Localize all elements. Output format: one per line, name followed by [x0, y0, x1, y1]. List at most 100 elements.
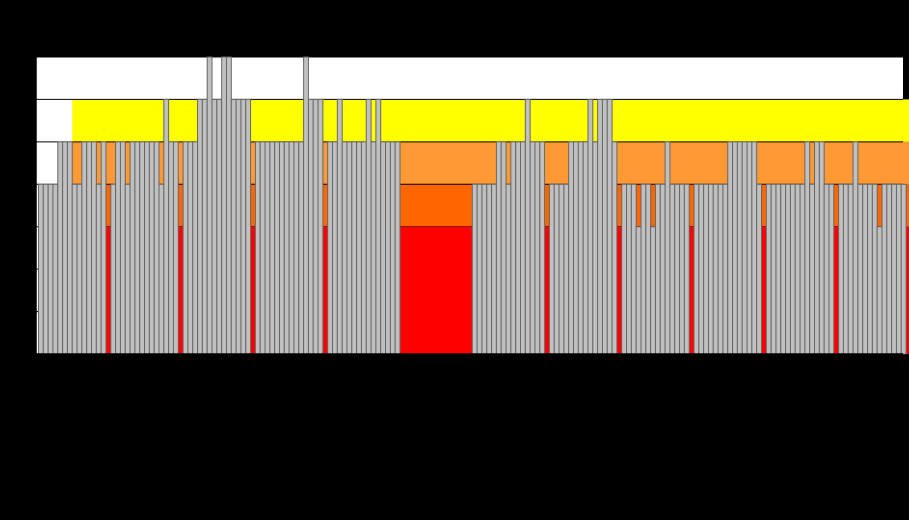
- gap-strip-8: [689, 226, 695, 354]
- bar-23: [144, 141, 150, 355]
- bar-117: [597, 98, 603, 355]
- bar-33: [192, 141, 199, 355]
- bar-127: [645, 183, 652, 355]
- bar-69: [365, 98, 372, 355]
- bar-46: [254, 141, 261, 355]
- bar-93: [481, 183, 488, 355]
- bar-107: [548, 183, 555, 355]
- bar-99: [510, 141, 517, 355]
- bar-38: [216, 98, 223, 355]
- bar-56: [303, 56, 309, 355]
- bar-37: [211, 98, 218, 355]
- bar-140: [707, 183, 714, 355]
- bar-49: [269, 141, 276, 355]
- bar-114: [582, 141, 589, 355]
- bar-36: [206, 56, 213, 355]
- bar-108: [553, 183, 560, 355]
- bar-155: [780, 183, 787, 355]
- gap-strip-4: [322, 226, 328, 354]
- bar-72: [380, 141, 387, 355]
- bar-143: [722, 183, 729, 355]
- bar-21: [134, 141, 141, 355]
- gap-strip-1: [105, 226, 111, 354]
- bar-122: [621, 183, 628, 355]
- gap-strip-6: [544, 226, 550, 354]
- bar-137: [693, 183, 700, 355]
- bar-67: [356, 141, 362, 355]
- bar-54: [293, 141, 300, 355]
- bar-175: [876, 226, 883, 355]
- bar-100: [515, 141, 521, 355]
- bar-55: [298, 141, 305, 355]
- bar-28: [168, 141, 174, 355]
- bar-39: [221, 56, 227, 355]
- bar-47: [259, 141, 266, 355]
- bar-57: [307, 98, 314, 355]
- bar-134: [679, 183, 685, 355]
- gap-strip-3: [250, 226, 256, 354]
- bar-13: [95, 183, 102, 355]
- bar-96: [495, 141, 502, 355]
- bar-180: [900, 183, 907, 355]
- bar-149: [751, 141, 758, 355]
- bar-31: [182, 141, 189, 355]
- bar-42: [235, 98, 242, 355]
- bar-144: [727, 141, 734, 355]
- bar-40: [225, 56, 232, 355]
- bar-27: [163, 98, 170, 355]
- bar-62: [332, 141, 338, 355]
- bar-44: [245, 98, 252, 355]
- bar-170: [852, 141, 859, 355]
- bar-171: [857, 183, 864, 355]
- bar-6: [62, 141, 68, 355]
- bar-130: [659, 183, 666, 355]
- bar-110: [563, 183, 570, 355]
- bar-163: [818, 141, 825, 355]
- bar-103: [529, 141, 536, 355]
- bar-101: [520, 141, 526, 355]
- bar-111: [568, 141, 575, 355]
- bar-52: [283, 141, 290, 355]
- bar-141: [712, 183, 719, 355]
- bar-145: [732, 141, 738, 355]
- bar-43: [240, 98, 247, 355]
- gap-strip-2: [178, 226, 184, 354]
- bar-120: [611, 141, 618, 355]
- bar-139: [703, 183, 709, 355]
- bar-16: [110, 183, 117, 355]
- bar-124: [630, 183, 637, 355]
- bar-148: [746, 141, 753, 355]
- bar-4: [52, 183, 59, 355]
- bar-168: [842, 183, 849, 355]
- bar-51: [279, 141, 285, 355]
- bar-150: [756, 183, 762, 355]
- bar-156: [785, 183, 791, 355]
- bar-66: [351, 141, 358, 355]
- bar-113: [577, 141, 584, 355]
- bar-14: [100, 141, 107, 355]
- bar-173: [867, 183, 873, 355]
- bar-128: [650, 226, 656, 355]
- bar-162: [814, 141, 820, 355]
- bar-18: [119, 141, 126, 355]
- bar-20: [129, 141, 136, 355]
- bar-138: [698, 183, 705, 355]
- bar-132: [669, 183, 676, 355]
- bar-29: [172, 141, 179, 355]
- bar-135: [683, 183, 690, 355]
- bar-165: [828, 183, 835, 355]
- bar-58: [312, 98, 319, 355]
- bar-68: [360, 141, 367, 355]
- bar-174: [871, 183, 878, 355]
- bar-159: [799, 183, 806, 355]
- bar-118: [601, 98, 608, 355]
- bar-3: [47, 183, 54, 355]
- bar-73: [385, 141, 391, 355]
- bar-97: [500, 141, 507, 355]
- bar-48: [264, 141, 271, 355]
- bar-172: [862, 183, 869, 355]
- bar-32: [187, 141, 194, 355]
- bar-26: [158, 183, 165, 355]
- bar-147: [741, 141, 748, 355]
